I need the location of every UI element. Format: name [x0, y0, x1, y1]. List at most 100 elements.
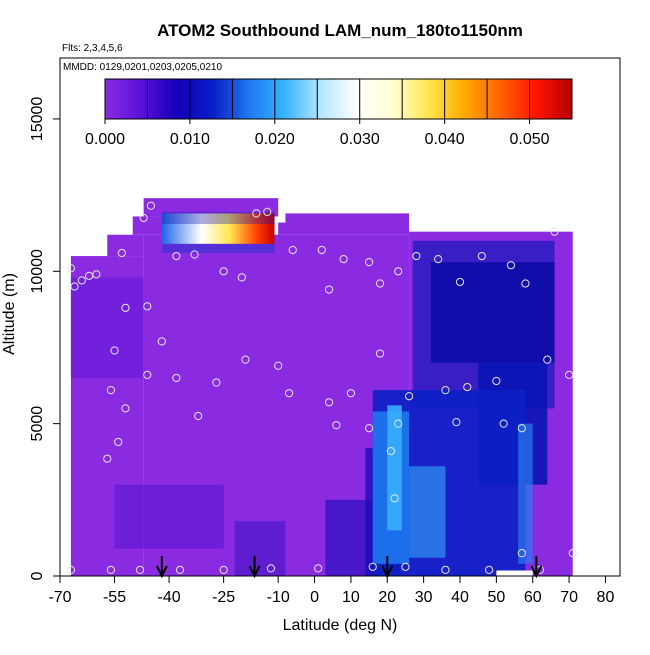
sample-point [263, 207, 272, 216]
heatmap-field [70, 198, 573, 576]
flights-subtitle: Flts: 2,3,4,5,6 [62, 43, 123, 54]
x-tick-label: -40 [158, 589, 181, 606]
sample-point [517, 424, 526, 433]
x-tick-label: -70 [48, 589, 71, 606]
colorbar-tick-label: 0.050 [510, 131, 550, 148]
x-tick-label: 50 [487, 589, 505, 606]
sample-point [506, 261, 516, 270]
sample-point [477, 251, 486, 261]
sample-point [172, 251, 181, 261]
sample-point [317, 245, 326, 255]
x-tick-label: -10 [267, 589, 290, 606]
x-axis-label: Latitude (deg N) [283, 617, 398, 634]
field-base [143, 198, 279, 217]
sample-point [404, 392, 414, 401]
field-base [285, 213, 410, 223]
y-axis: 0 5000 10000 15000 [29, 97, 60, 580]
x-tick-label: 10 [342, 589, 360, 606]
field-hotspot-edge [161, 211, 275, 225]
sample-point [375, 279, 385, 288]
sample-point [288, 245, 297, 255]
sample-point [543, 355, 552, 364]
sample-point [121, 303, 130, 312]
sample-point [564, 370, 574, 379]
sample-point [117, 248, 126, 258]
x-tick-label: -25 [212, 589, 235, 606]
y-tick-label: 5000 [29, 406, 46, 442]
sample-point [172, 373, 181, 383]
sample-point [368, 562, 377, 571]
colorbar-tick-label: 0.000 [85, 131, 125, 148]
sample-point [92, 270, 101, 279]
sample-point [121, 404, 130, 413]
sample-point [175, 565, 185, 575]
sample-point [212, 378, 221, 387]
field-band [234, 521, 286, 576]
sample-point [394, 267, 403, 276]
colorbar-tick-label: 0.020 [255, 131, 295, 148]
sample-point [219, 267, 228, 276]
sample-point [463, 382, 472, 392]
x-tick-label: 0 [310, 589, 319, 606]
sample-point [332, 421, 341, 430]
sample-point [146, 201, 156, 210]
sample-point [324, 285, 334, 294]
colorbar-ramp [104, 78, 573, 120]
x-tick-label: 60 [524, 589, 542, 606]
y-axis-label: Altitude (m) [1, 273, 18, 355]
sample-point [568, 549, 577, 558]
sample-point [517, 549, 526, 558]
sample-point [499, 419, 508, 428]
sample-point [139, 213, 148, 223]
sample-point [364, 424, 374, 433]
sample-point [412, 251, 421, 261]
field-band [114, 484, 224, 549]
field-plume [409, 466, 446, 558]
sample-point [339, 255, 348, 264]
field-hotspot [161, 213, 275, 244]
sample-point [550, 227, 559, 236]
sample-point [375, 349, 385, 358]
sample-point [252, 209, 261, 218]
x-tick-label: 20 [378, 589, 396, 606]
sample-point [66, 264, 76, 273]
sample-point [401, 562, 410, 571]
sample-point [143, 370, 152, 379]
sample-point [110, 346, 119, 355]
x-tick-label: 40 [451, 589, 469, 606]
sample-point [157, 337, 166, 346]
x-tick-label: 70 [560, 589, 578, 606]
sample-point [324, 398, 334, 407]
sample-point [314, 564, 323, 573]
sample-point [492, 376, 501, 386]
y-tick-label: 0 [29, 571, 46, 580]
x-tick-label: -55 [103, 589, 126, 606]
sample-point [441, 386, 450, 395]
x-axis: -70 -55 -40 -25 -10 0 10 20 30 40 50 60 70 80 [48, 576, 614, 606]
colorbar-tick-label: 0.040 [425, 131, 465, 148]
colorbar-backdrop [61, 59, 291, 73]
sample-point [237, 273, 246, 282]
sample-point [484, 565, 494, 575]
sample-point [274, 361, 283, 370]
sample-point [390, 494, 399, 503]
field-band [325, 499, 373, 576]
field-gap [496, 570, 533, 576]
field-base [278, 222, 410, 235]
y-tick-label: 10000 [29, 249, 46, 294]
chart-title: ATOM2 Southbound LAM_num_180to1150nm [157, 21, 523, 40]
sample-point [70, 282, 79, 291]
sample-point [364, 258, 374, 267]
sample-point [219, 565, 228, 575]
y-tick-label: 15000 [29, 97, 46, 142]
sample-point [241, 355, 250, 364]
dates-subtitle: MMDD: 0129,0201,0203,0205,0210 [63, 62, 222, 73]
colorbar: 0.000 0.010 0.020 0.030 0.040 0.050 [85, 78, 573, 148]
sample-point [434, 255, 443, 264]
sample-point [521, 279, 530, 288]
sample-point [143, 302, 152, 311]
field-band [70, 277, 144, 378]
sample-point [266, 564, 276, 573]
field-blue-domain [430, 262, 555, 363]
